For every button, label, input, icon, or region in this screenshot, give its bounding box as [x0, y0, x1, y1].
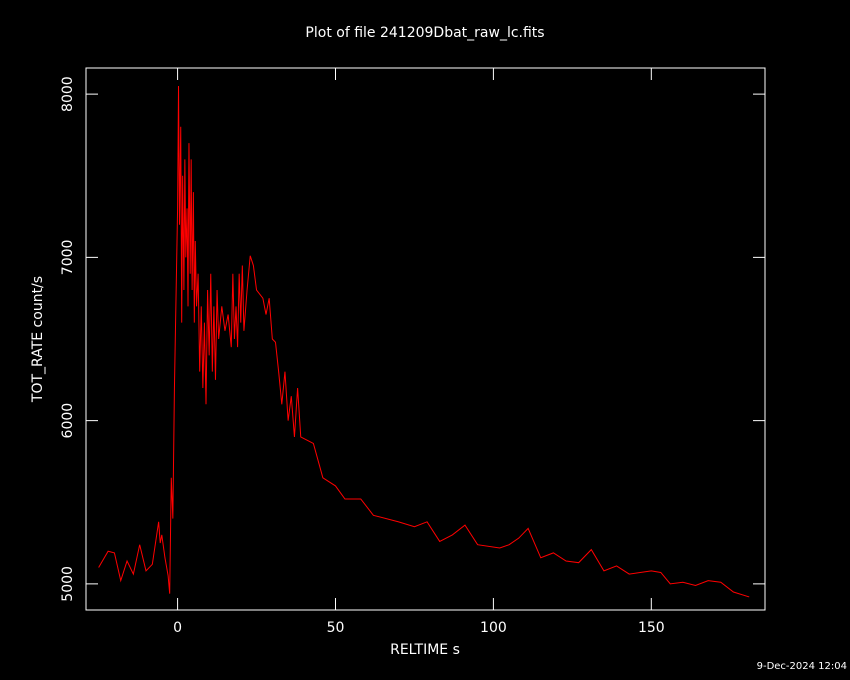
x-tick-label: 100	[480, 620, 507, 636]
x-tick-label: 0	[173, 620, 182, 636]
footer-timestamp: 9-Dec-2024 12:04	[757, 661, 847, 672]
y-tick-label: 5000	[60, 566, 76, 602]
y-tick-label: 7000	[60, 240, 76, 276]
x-axis-label: RELTIME s	[390, 642, 460, 658]
plot-frame	[85, 67, 766, 611]
x-tick-label: 150	[638, 620, 665, 636]
y-axis-label: TOT_RATE count/s	[30, 276, 46, 403]
y-tick-label: 6000	[60, 403, 76, 439]
chart-title: Plot of file 241209Dbat_raw_lc.fits	[305, 25, 544, 41]
x-tick-label: 50	[327, 620, 345, 636]
light-curve	[98, 85, 750, 598]
y-tick-label: 8000	[60, 76, 76, 112]
